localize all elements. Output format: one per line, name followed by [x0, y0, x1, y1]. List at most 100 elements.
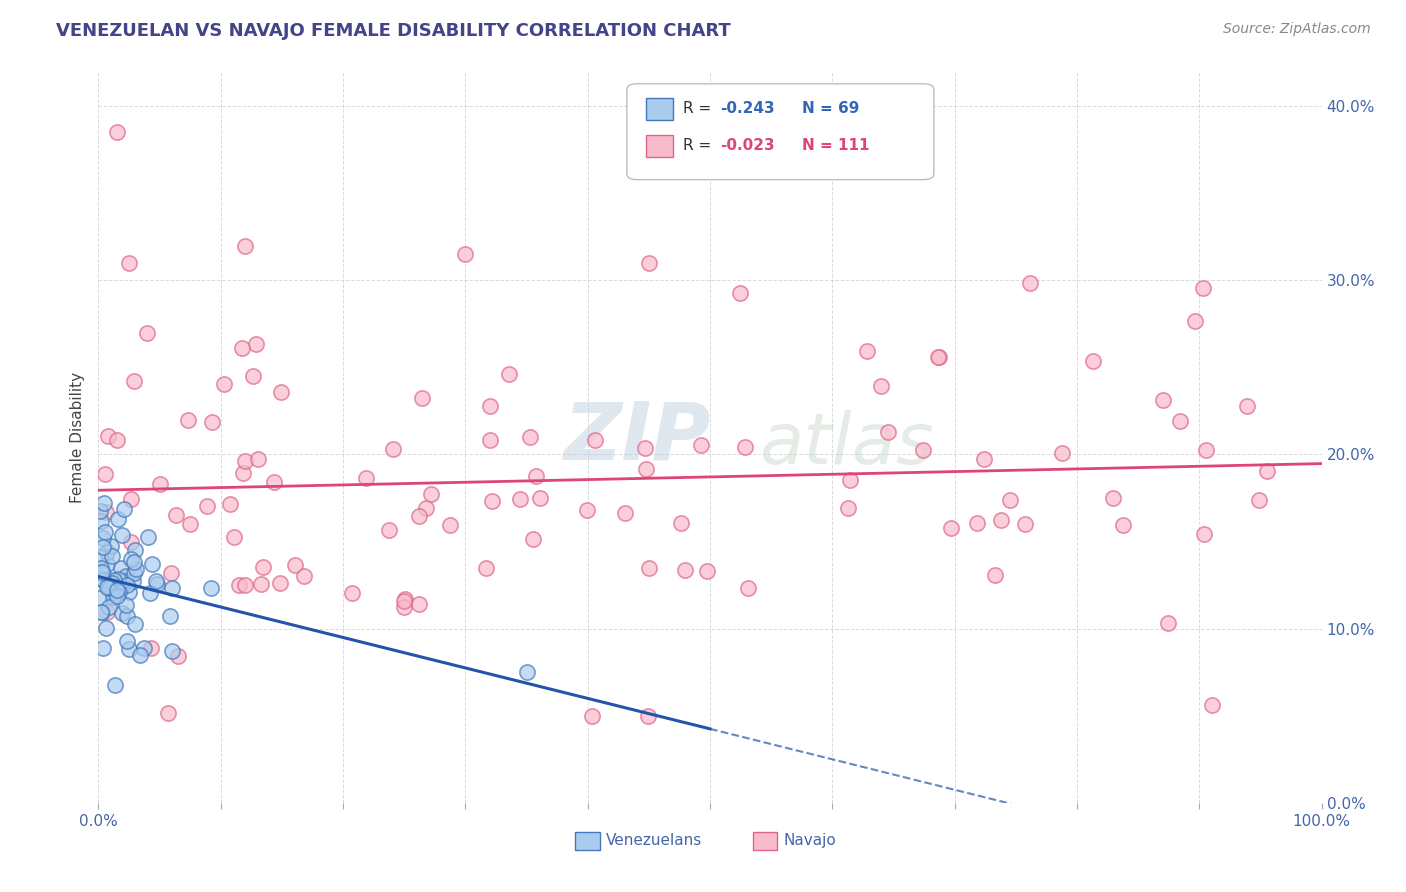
Point — [111, 607, 134, 621]
Point — [939, 521, 962, 535]
Point — [96, 557, 118, 571]
FancyBboxPatch shape — [647, 98, 673, 120]
Text: ZIP: ZIP — [564, 398, 710, 476]
Point — [498, 368, 520, 382]
Point — [100, 540, 122, 554]
Point — [1083, 354, 1105, 368]
Point — [1184, 314, 1206, 328]
Point — [159, 609, 181, 624]
Point — [91, 540, 114, 554]
Point — [877, 425, 900, 439]
Point — [973, 452, 995, 467]
Point — [91, 640, 114, 655]
Point — [115, 578, 138, 592]
Point — [1014, 517, 1036, 532]
Point — [392, 599, 415, 614]
Point — [576, 502, 599, 516]
Point — [415, 500, 437, 515]
Point — [89, 504, 111, 518]
Point — [103, 585, 125, 599]
Point — [1192, 527, 1215, 541]
Point — [637, 256, 661, 270]
Point — [837, 500, 859, 515]
Point — [581, 708, 603, 723]
Point — [228, 578, 250, 592]
Point — [637, 708, 659, 723]
Point — [156, 706, 179, 720]
Text: -0.243: -0.243 — [720, 101, 775, 116]
Point — [103, 590, 125, 604]
Text: atlas: atlas — [759, 410, 934, 479]
Point — [669, 516, 692, 530]
Point — [93, 567, 115, 582]
Point — [115, 633, 138, 648]
Point — [509, 491, 531, 506]
Point — [96, 605, 118, 619]
Point — [105, 583, 128, 598]
FancyBboxPatch shape — [627, 84, 934, 179]
Point — [1256, 464, 1278, 478]
Point — [120, 535, 142, 549]
Point — [177, 413, 200, 427]
Point — [159, 566, 181, 581]
Point — [139, 586, 162, 600]
Point — [245, 337, 267, 351]
Point — [101, 575, 124, 590]
Point — [378, 523, 401, 537]
Text: VENEZUELAN VS NAVAJO FEMALE DISABILITY CORRELATION CHART: VENEZUELAN VS NAVAJO FEMALE DISABILITY C… — [56, 22, 731, 40]
Point — [141, 558, 163, 572]
Point — [1192, 281, 1215, 295]
Point — [737, 581, 759, 595]
Point — [89, 571, 111, 585]
Point — [912, 443, 935, 458]
Point — [1052, 446, 1074, 460]
Text: N = 111: N = 111 — [801, 137, 869, 153]
Point — [454, 247, 477, 261]
Point — [1157, 616, 1180, 631]
Point — [105, 433, 128, 447]
Point — [96, 621, 118, 635]
Point — [111, 528, 134, 542]
Point — [869, 379, 891, 393]
Point — [112, 502, 135, 516]
Point — [411, 391, 433, 405]
Point — [408, 509, 430, 524]
Point — [479, 434, 502, 448]
Point — [105, 589, 128, 603]
Point — [1195, 442, 1218, 457]
Point — [101, 581, 124, 595]
Point — [145, 574, 167, 588]
Point — [1247, 492, 1270, 507]
Point — [524, 469, 547, 483]
Point — [146, 577, 169, 591]
Point — [96, 580, 118, 594]
Point — [97, 429, 120, 443]
Point — [111, 579, 134, 593]
Point — [90, 606, 112, 620]
Point — [103, 574, 125, 588]
FancyBboxPatch shape — [752, 832, 778, 850]
Point — [132, 641, 155, 656]
Text: Source: ZipAtlas.com: Source: ZipAtlas.com — [1223, 22, 1371, 37]
FancyBboxPatch shape — [647, 135, 673, 157]
Point — [160, 581, 183, 595]
Point — [242, 368, 264, 383]
Y-axis label: Female Disability: Female Disability — [70, 371, 86, 503]
Point — [89, 591, 111, 605]
Point — [233, 238, 256, 252]
Point — [856, 344, 879, 359]
Point — [479, 400, 502, 414]
Point — [107, 512, 129, 526]
Point — [966, 516, 988, 530]
Point — [93, 496, 115, 510]
Point — [200, 581, 222, 595]
Point — [90, 561, 112, 575]
Point — [529, 491, 551, 506]
Point — [634, 462, 657, 476]
Point — [94, 525, 117, 540]
Point — [1152, 392, 1174, 407]
Point — [284, 558, 307, 573]
Point — [232, 466, 254, 480]
Point — [1018, 277, 1040, 291]
Point — [1201, 698, 1223, 713]
